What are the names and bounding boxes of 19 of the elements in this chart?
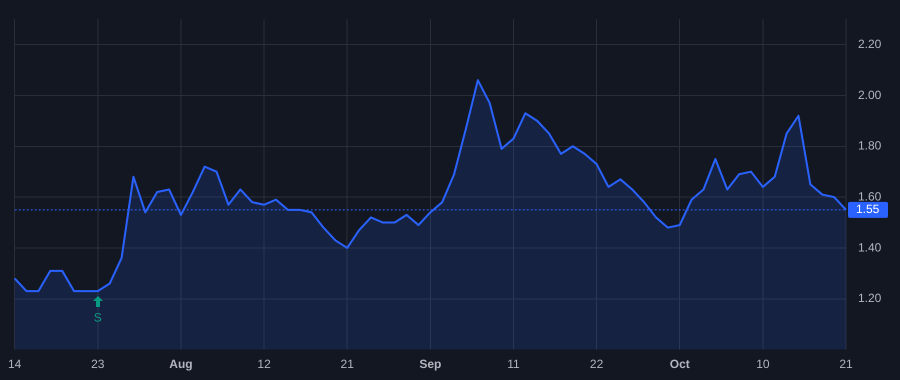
x-tick-label: 10	[756, 357, 770, 372]
x-tick-label: 14	[8, 357, 22, 372]
y-tick-label: 2.00	[858, 88, 882, 102]
x-tick-label: Sep	[419, 357, 442, 372]
x-tick-label: Oct	[670, 357, 690, 372]
y-tick-label: 1.40	[858, 240, 882, 254]
x-tick-label: 23	[91, 357, 105, 372]
x-tick-label: 21	[839, 357, 853, 372]
x-tick-label: 22	[590, 357, 604, 372]
y-tick-label: 1.20	[858, 291, 882, 306]
y-tick-label: 2.20	[858, 36, 882, 51]
x-tick-label: Aug	[169, 357, 193, 372]
y-tick-label: 1.80	[858, 138, 882, 153]
y-tick-label: 1.60	[858, 189, 882, 204]
x-tick-label: 21	[340, 357, 354, 372]
x-tick-label: 12	[257, 357, 272, 372]
x-tick-label: 11	[507, 357, 520, 372]
annotation: S	[94, 310, 102, 324]
ref-line-label: 1.55	[856, 202, 880, 216]
